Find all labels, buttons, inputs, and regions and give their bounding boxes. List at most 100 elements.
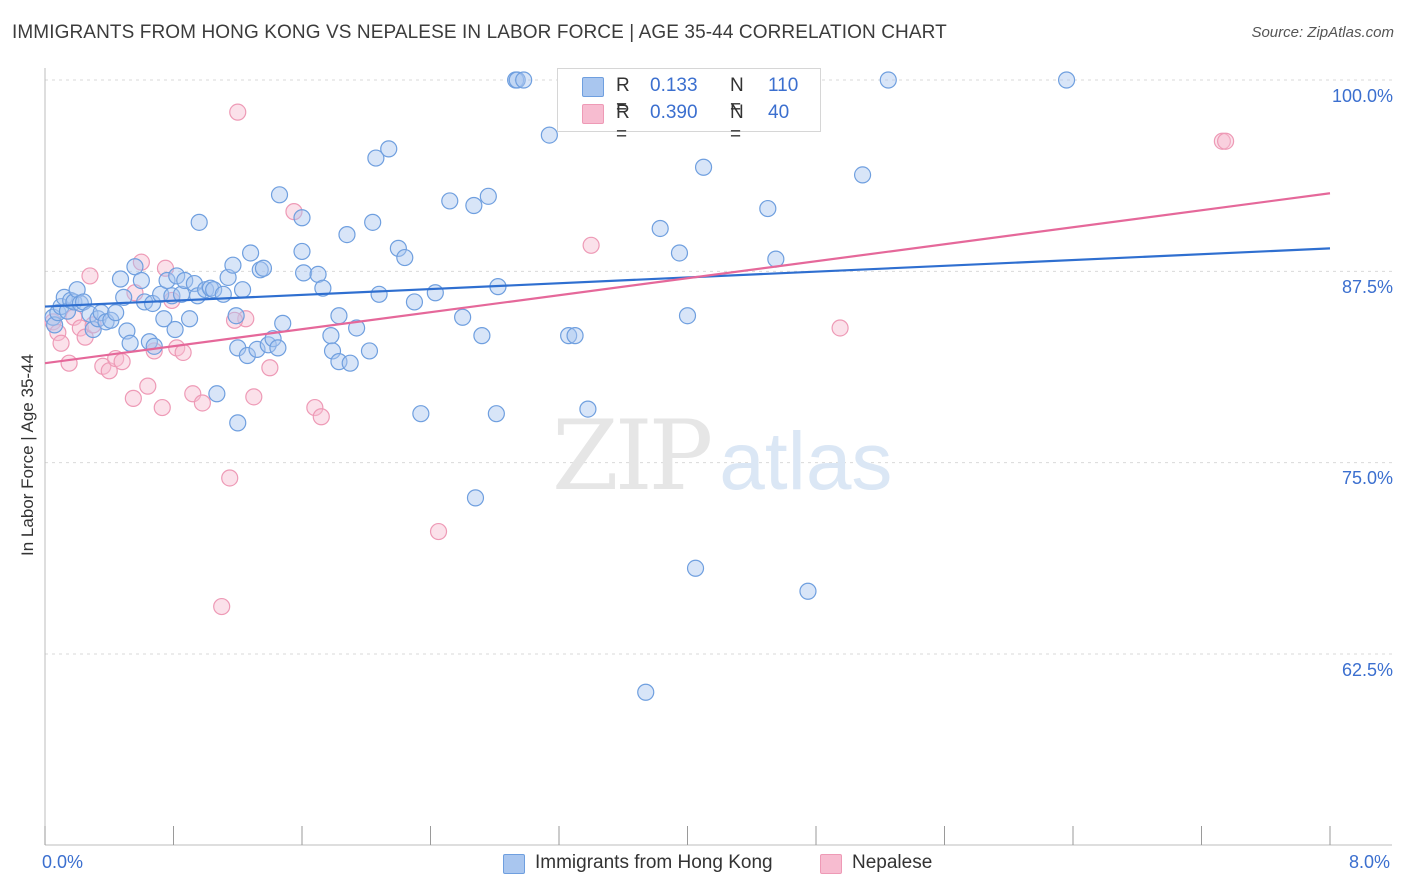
hong-kong-point	[367, 149, 385, 167]
hong-kong-point	[180, 310, 199, 328]
hong-kong-point	[295, 264, 313, 282]
nepalese-swatch	[582, 104, 604, 124]
hong-kong-point	[566, 327, 584, 345]
hong-kong-point	[322, 327, 340, 345]
hong-kong-point	[166, 320, 184, 339]
x-tick-label-min: 0.0%	[42, 852, 84, 872]
hong-kong-point	[158, 271, 176, 290]
nepalese-point	[153, 398, 171, 417]
hong-kong-point	[441, 192, 459, 210]
hong-kong-point	[330, 307, 348, 325]
hong-kong-point	[58, 302, 77, 320]
n-value: 110	[768, 75, 799, 96]
hong-kong-point	[238, 346, 256, 365]
hong-kong-point	[412, 405, 430, 423]
hong-kong-legend-label: Immigrants from Hong Kong	[535, 852, 773, 873]
hong-kong-point	[293, 242, 311, 261]
n-value: 40	[768, 102, 790, 123]
hong-kong-point	[454, 308, 472, 326]
hong-kong-point	[264, 330, 282, 348]
watermark-atlas: atlas	[719, 416, 893, 507]
hong-kong-point	[694, 158, 713, 176]
y-tick-label-75: 75.0%	[1341, 468, 1393, 488]
hong-kong-point	[473, 327, 491, 345]
nepalese-point	[213, 597, 231, 616]
nepalese-point	[245, 388, 263, 406]
hong-kong-point	[126, 258, 144, 276]
hong-kong-point	[396, 248, 414, 267]
y-tick-label-62-5: 62.5%	[1341, 660, 1393, 680]
hong-kong-point	[759, 199, 777, 218]
hong-kong-point	[380, 140, 398, 158]
hong-kong-point	[686, 559, 705, 577]
n-label: N =	[730, 75, 744, 118]
hong-kong-point	[360, 342, 379, 360]
hong-kong-point	[145, 337, 163, 355]
y-tick-label-87-5: 87.5%	[1341, 277, 1393, 297]
chart-title: IMMIGRANTS FROM HONG KONG VS NEPALESE IN…	[12, 22, 947, 43]
nepalese-point	[139, 377, 157, 395]
nepalese-point	[831, 319, 849, 337]
hong-kong-legend-swatch	[503, 854, 525, 874]
hong-kong-point	[338, 225, 356, 244]
hong-kong-point	[389, 239, 407, 257]
y-axis-label: In Labor Force | Age 35-44	[18, 354, 37, 556]
r-label: R =	[616, 75, 630, 118]
hong-kong-point	[1057, 71, 1076, 89]
x-tick-label-max: 8.0%	[1349, 852, 1391, 872]
hong-kong-point	[233, 281, 252, 299]
hong-kong-point	[364, 213, 382, 231]
nepalese-point	[221, 469, 239, 487]
hong-kong-point	[323, 342, 342, 360]
hong-kong-point	[314, 279, 332, 297]
source-credit: Source: ZipAtlas.com	[1251, 24, 1394, 41]
hong-kong-point	[248, 340, 266, 358]
hong-kong-point	[678, 307, 697, 325]
hong-kong-point	[767, 250, 785, 268]
nepalese-point	[113, 353, 131, 371]
nepalese-point	[174, 343, 192, 362]
hong-kong-point	[579, 400, 597, 418]
hong-kong-point	[853, 166, 872, 184]
hong-kong-point	[670, 244, 689, 262]
hong-kong-point	[293, 209, 311, 227]
hong-kong-point	[466, 489, 485, 507]
stats-legend: R = 0.133 N = 110 R = 0.390 N = 40	[557, 68, 821, 145]
nepalese-point	[261, 359, 279, 377]
hong-kong-point	[651, 219, 669, 238]
nepalese-point	[60, 354, 78, 372]
nepalese-point	[306, 398, 324, 417]
nepalese-point	[71, 319, 89, 337]
nepalese-point	[145, 342, 163, 360]
hong-kong-point	[224, 256, 242, 274]
hong-kong-point	[229, 414, 247, 432]
hong-kong-point	[560, 327, 578, 345]
hong-kong-point	[121, 334, 139, 352]
nepalese-legend-label: Nepalese	[852, 852, 933, 873]
axes	[44, 68, 1392, 846]
y-tick-label-100: 100.0%	[1331, 86, 1393, 106]
hong-kong-point	[341, 354, 359, 372]
n-label: N =	[730, 102, 744, 145]
hong-kong-point	[190, 213, 208, 231]
hong-kong-point	[214, 285, 232, 303]
hong-kong-point	[84, 320, 102, 339]
hong-kong-point	[155, 310, 173, 328]
nepalese-point	[582, 236, 600, 254]
hong-kong-point	[168, 267, 186, 285]
hong-kong-point	[115, 288, 133, 306]
nepalese-point	[312, 408, 330, 426]
nepalese-point	[65, 308, 83, 326]
hong-kong-point	[370, 285, 388, 303]
nepalese-point	[52, 334, 70, 352]
hong-kong-point	[107, 304, 125, 322]
nepalese-point	[1216, 132, 1235, 150]
nepalese-legend-swatch	[820, 854, 842, 874]
hong-kong-point	[799, 582, 817, 600]
hong-kong-point	[111, 270, 130, 288]
hong-kong-point	[205, 281, 223, 299]
hong-kong-point	[270, 186, 289, 204]
hong-kong-point	[479, 187, 497, 205]
nepalese-point	[81, 267, 99, 285]
